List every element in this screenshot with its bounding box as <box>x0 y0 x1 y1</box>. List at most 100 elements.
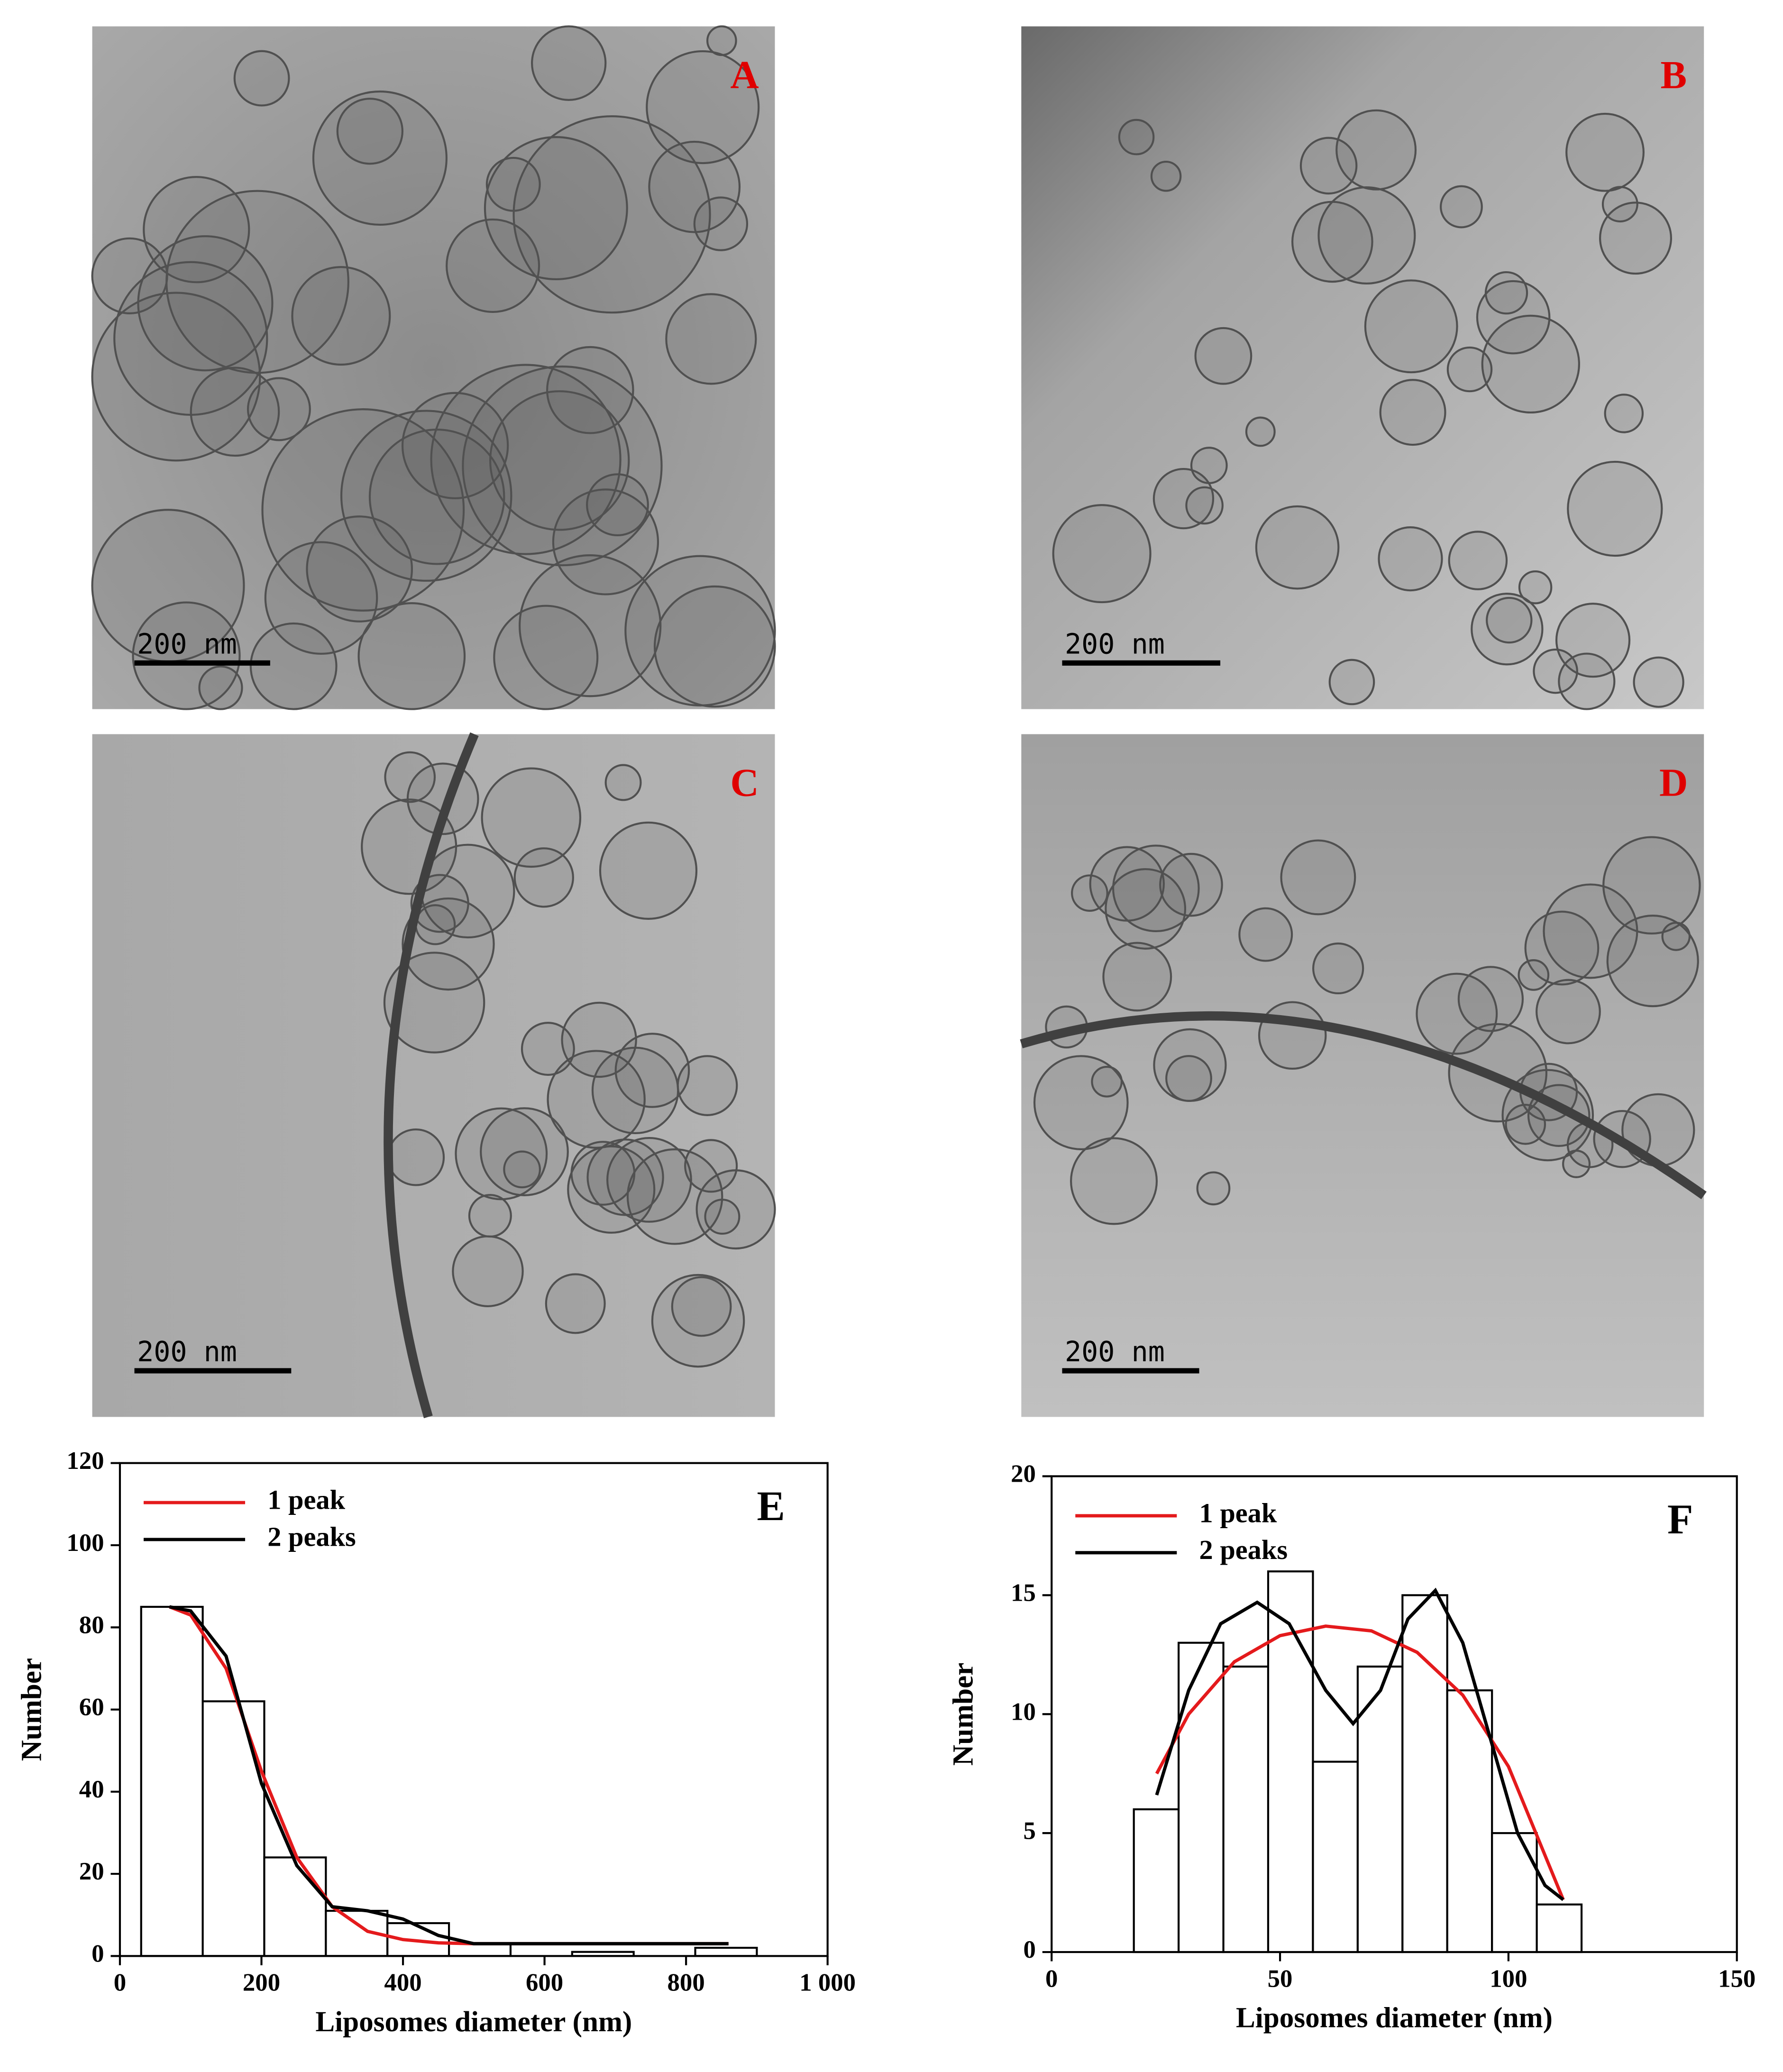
vesicle <box>1486 596 1533 644</box>
vesicle <box>1446 346 1493 393</box>
vesicle <box>468 1194 512 1238</box>
vesicle <box>653 585 776 708</box>
vesicle <box>1505 1103 1546 1145</box>
vesicle <box>1033 1055 1129 1150</box>
vesicle <box>430 364 622 555</box>
micrograph <box>1021 734 1704 1417</box>
vesicle <box>677 1055 738 1116</box>
x-tick-label: 0 <box>1045 1965 1058 1992</box>
x-tick-label: 200 <box>243 1969 280 1997</box>
vesicle <box>1604 394 1644 433</box>
vesicle <box>143 176 250 284</box>
fit-curve <box>1155 1587 1564 1901</box>
panel-label: D <box>1659 761 1688 805</box>
grid-edge <box>384 732 479 1419</box>
fit-curve <box>1155 1624 1565 1900</box>
y-tick-label: 80 <box>79 1611 104 1639</box>
scale-bar-label: 200 nm <box>1065 1336 1165 1368</box>
histogram-bar <box>1356 1665 1404 1953</box>
vesicle <box>1562 1149 1591 1178</box>
x-tick-label: 800 <box>667 1969 705 1997</box>
y-tick-label: 0 <box>91 1940 104 1967</box>
vesicle <box>1070 1137 1158 1225</box>
vesicle <box>312 90 448 226</box>
vesicle <box>604 764 642 801</box>
vesicle <box>137 235 274 372</box>
vesicle <box>401 392 509 499</box>
vesicle <box>446 218 540 313</box>
y-tick-label: 60 <box>79 1694 104 1721</box>
y-tick-label: 20 <box>79 1858 104 1885</box>
vesicle <box>1102 942 1172 1012</box>
vesicle <box>512 115 711 314</box>
x-axis-title: Liposomes diameter (nm) <box>315 2006 632 2038</box>
vesicle <box>1536 979 1601 1045</box>
vesicle <box>1194 327 1253 385</box>
vesicle <box>545 1273 606 1334</box>
vesicle <box>531 25 607 101</box>
panel-label: C <box>730 761 759 805</box>
vesicle <box>684 1139 738 1193</box>
vesicle <box>521 1022 575 1076</box>
vesicle <box>383 952 485 1054</box>
vesicle <box>586 473 649 537</box>
vesicle <box>1567 460 1663 557</box>
vesicle <box>599 821 698 920</box>
scale-bar-label: 200 nm <box>137 628 237 660</box>
histogram-bar <box>1401 1594 1448 1953</box>
y-axis-title: Number <box>948 1663 979 1766</box>
vesicle <box>1533 648 1578 694</box>
vesicle <box>614 1033 690 1108</box>
vesicle <box>357 602 466 710</box>
vesicle <box>484 136 628 280</box>
vesicle <box>695 1169 776 1250</box>
vesicle <box>402 897 495 991</box>
vesicle <box>452 1235 524 1307</box>
vesicle <box>1440 185 1483 229</box>
vesicle <box>1518 570 1553 605</box>
vesicle <box>462 365 663 567</box>
vesicle <box>1565 112 1645 192</box>
vesicle <box>481 767 582 868</box>
vesicle <box>1299 137 1358 195</box>
vesicle <box>1602 836 1701 935</box>
vesicle <box>519 554 662 697</box>
y-axis-title: Number <box>16 1658 47 1761</box>
histogram-bar <box>1222 1665 1270 1953</box>
y-tick-label: 120 <box>66 1447 104 1475</box>
micrograph <box>92 26 775 709</box>
panel-label: F <box>1667 1496 1693 1543</box>
vesicle <box>606 1137 692 1223</box>
vesicle <box>503 1150 541 1189</box>
legend-label: 2 peaks <box>267 1521 356 1552</box>
vesicle <box>665 293 757 385</box>
micrograph <box>1021 26 1704 709</box>
y-tick-label: 0 <box>1023 1936 1035 1963</box>
y-tick-label: 5 <box>1023 1817 1035 1844</box>
vesicle <box>1481 314 1580 414</box>
vesicle <box>1152 468 1215 530</box>
vesicle <box>1558 652 1616 710</box>
vesicle <box>420 843 515 939</box>
vesicle <box>485 156 541 212</box>
panel-label: B <box>1660 54 1687 97</box>
vesicle <box>233 50 290 107</box>
x-tick-label: 600 <box>526 1969 563 1997</box>
vesicle <box>340 410 512 582</box>
vesicle <box>1091 1065 1123 1098</box>
vesicle <box>1317 186 1416 284</box>
histogram-bar <box>263 1856 327 1957</box>
vesicle <box>648 140 741 233</box>
vesicle <box>704 1199 741 1235</box>
vesicle <box>1555 603 1631 678</box>
y-tick-label: 15 <box>1011 1579 1036 1606</box>
vesicle <box>1190 447 1228 484</box>
grid-edge <box>1020 1011 1707 1200</box>
histogram-bar <box>1536 1903 1583 1953</box>
scale-bar-label: 200 nm <box>137 1336 237 1368</box>
x-tick-label: 1 000 <box>799 1969 856 1997</box>
vesicle <box>1378 526 1443 592</box>
vesicle <box>489 390 630 531</box>
vesicle <box>1118 119 1155 156</box>
